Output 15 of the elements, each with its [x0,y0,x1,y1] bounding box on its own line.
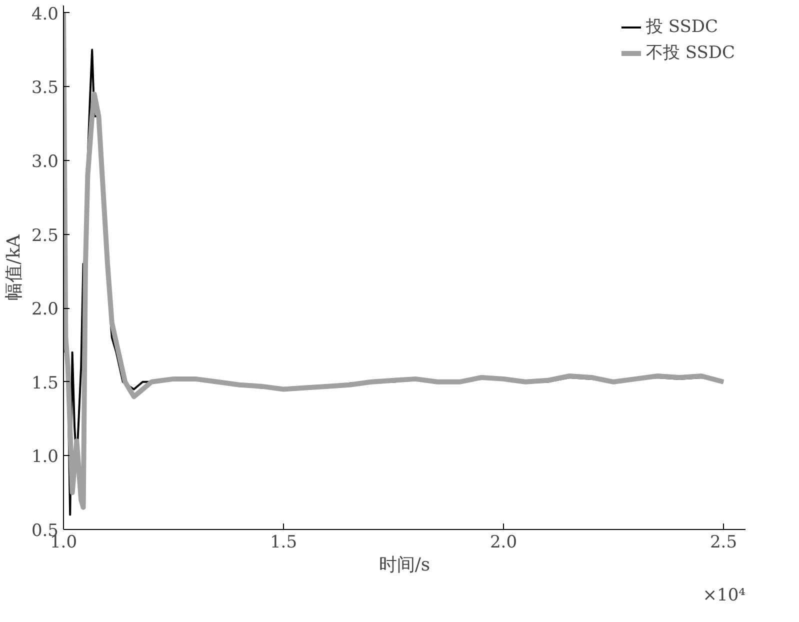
y-tick-label: 4.0 [31,4,59,24]
y-tick-label: 1.0 [31,447,59,468]
text: ×10⁴ [702,586,746,606]
x-tick-label: 2.0 [490,532,518,552]
legend-label: 投 SSDC [646,16,718,38]
y-tick-label: 3.0 [31,152,59,172]
y-tick-label: 3.5 [31,78,59,98]
x-axis-title: 时间/s [378,554,430,576]
y-tick-label: 1.5 [31,373,59,394]
legend-label: 不投 SSDC [646,42,735,64]
y-axis-title: 幅值/kA [3,234,24,300]
y-tick-label: 2.0 [31,300,59,320]
y-tick-label: 2.5 [31,226,59,246]
x-tick-label: 1.5 [270,532,298,552]
x-tick-label: 2.5 [710,532,738,552]
